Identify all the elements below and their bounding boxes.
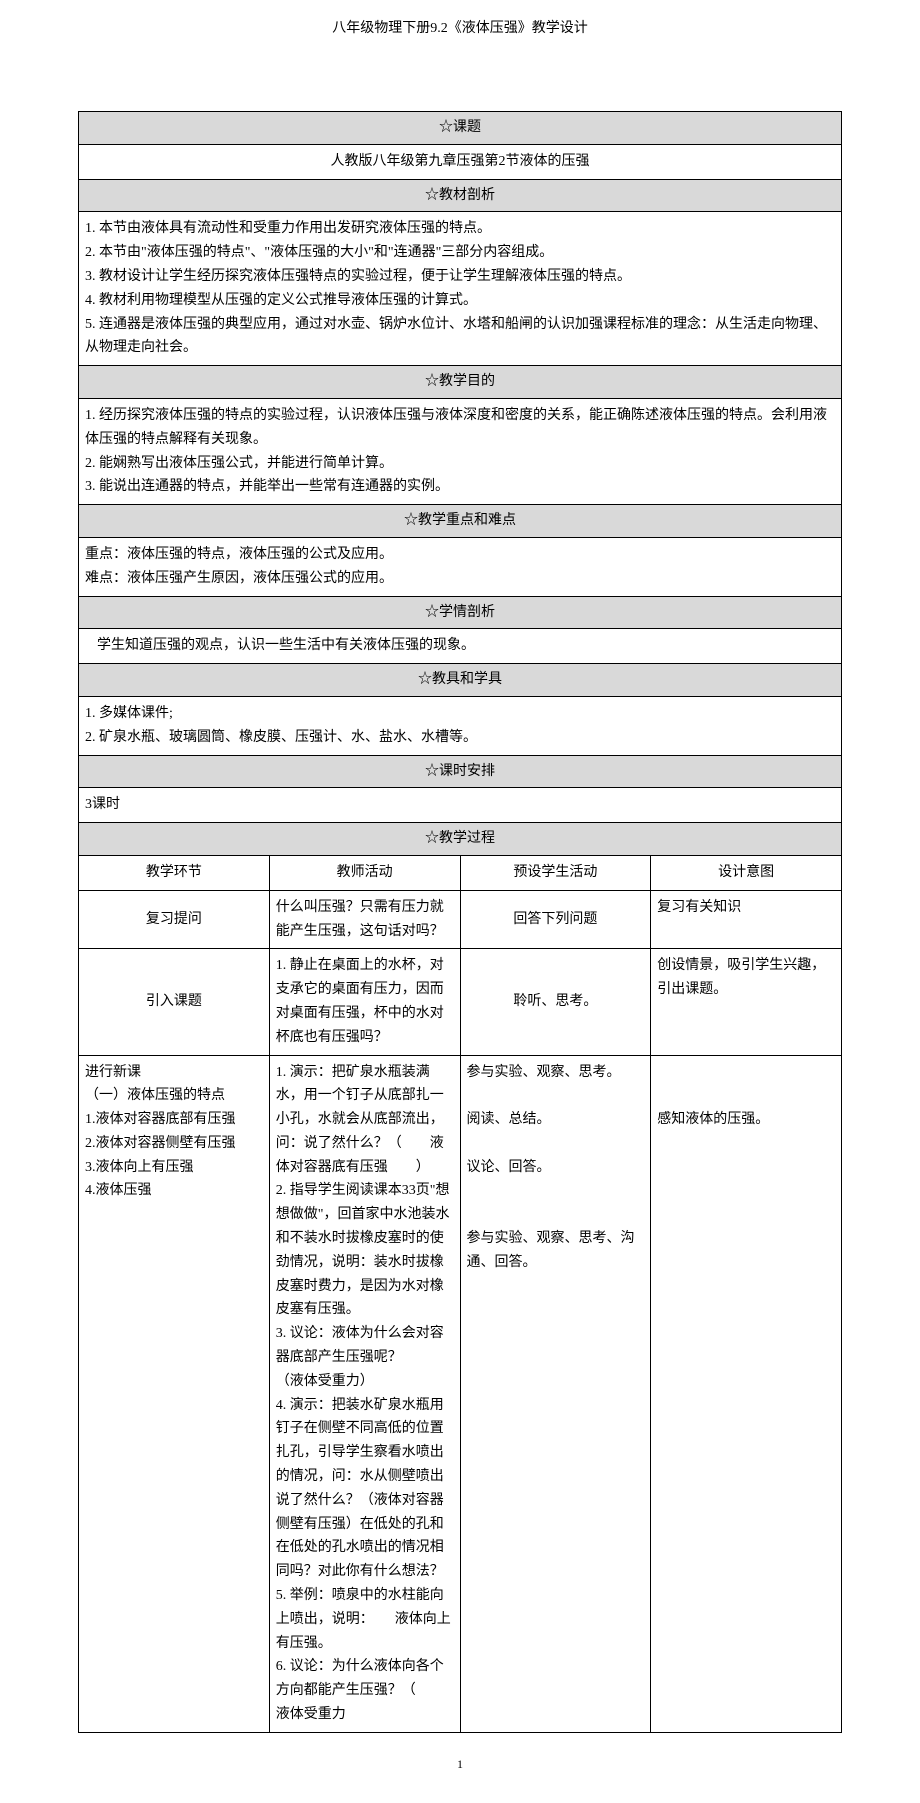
objective-content: 1. 经历探究液体压强的特点的实验过程，认识液体压强与液体深度和密度的关系，能正… xyxy=(79,398,842,504)
tools-line: 2. 矿泉水瓶、玻璃圆筒、橡皮膜、压强计、水、盐水、水槽等。 xyxy=(85,726,835,750)
process-row: 引入课题 1. 静止在桌面上的水杯，对支承它的桌面有压力，因而对桌面有压强，杯中… xyxy=(79,949,842,1055)
analysis-line: 1. 本节由液体具有流动性和受重力作用出发研究液体压强的特点。 xyxy=(85,217,835,241)
analysis-line: 4. 教材利用物理模型从压强的定义公式推导液体压强的计算式。 xyxy=(85,289,835,313)
keypoints-line: 难点：液体压强产生原因，液体压强公式的应用。 xyxy=(85,567,835,591)
tools-line: 1. 多媒体课件; xyxy=(85,702,835,726)
section-header-process: ☆教学过程 xyxy=(79,823,842,856)
lesson-plan-table: ☆课题 人教版八年级第九章压强第2节液体的压强 ☆教材剖析 1. 本节由液体具有… xyxy=(78,111,842,1733)
objective-line: 2. 能娴熟写出液体压强公式，并能进行简单计算。 xyxy=(85,452,835,476)
teacher-cell: 1. 演示：把矿泉水瓶装满水，用一个钉子从底部扎一小孔，水就会从底部流出，问：说… xyxy=(269,1055,460,1732)
objective-line: 3. 能说出连通器的特点，并能举出一些常有连通器的实例。 xyxy=(85,475,835,499)
keypoints-content: 重点：液体压强的特点，液体压强的公式及应用。 难点：液体压强产生原因，液体压强公… xyxy=(79,537,842,596)
intent-cell: 复习有关知识 xyxy=(651,890,842,949)
stage-cell: 进行新课 （一）液体压强的特点 1.液体对容器底部有压强 2.液体对容器侧壁有压… xyxy=(79,1055,270,1732)
topic-content: 人教版八年级第九章压强第2节液体的压强 xyxy=(79,144,842,179)
document-title: 八年级物理下册9.2《液体压强》教学设计 xyxy=(78,18,842,39)
section-header-objective: ☆教学目的 xyxy=(79,366,842,399)
teacher-cell: 1. 静止在桌面上的水杯，对支承它的桌面有压力，因而对桌面有压强，杯中的水对杯底… xyxy=(269,949,460,1055)
teacher-cell: 什么叫压强？只需有压力就能产生压强，这句话对吗？ xyxy=(269,890,460,949)
analysis-content: 1. 本节由液体具有流动性和受重力作用出发研究液体压强的特点。 2. 本节由"液… xyxy=(79,212,842,366)
col-header-teacher: 教师活动 xyxy=(269,855,460,890)
stage-cell: 复习提问 xyxy=(79,890,270,949)
process-row: 进行新课 （一）液体压强的特点 1.液体对容器底部有压强 2.液体对容器侧壁有压… xyxy=(79,1055,842,1732)
student-cell: 参与实验、观察、思考。 阅读、总结。 议论、回答。 参与实验、观察、思考、沟通、… xyxy=(460,1055,651,1732)
col-header-student: 预设学生活动 xyxy=(460,855,651,890)
intent-cell: 创设情景，吸引学生兴趣，引出课题。 xyxy=(651,949,842,1055)
section-header-keypoints: ☆教学重点和难点 xyxy=(79,505,842,538)
student-content: 学生知道压强的观点，认识一些生活中有关液体压强的现象。 xyxy=(79,629,842,664)
student-cell: 聆听、思考。 xyxy=(460,949,651,1055)
col-header-stage: 教学环节 xyxy=(79,855,270,890)
tools-content: 1. 多媒体课件; 2. 矿泉水瓶、玻璃圆筒、橡皮膜、压强计、水、盐水、水槽等。 xyxy=(79,696,842,755)
analysis-line: 5. 连通器是液体压强的典型应用，通过对水壶、锅炉水位计、水塔和船闸的认识加强课… xyxy=(85,313,835,361)
objective-line: 1. 经历探究液体压强的特点的实验过程，认识液体压强与液体深度和密度的关系，能正… xyxy=(85,404,835,452)
section-header-schedule: ☆课时安排 xyxy=(79,755,842,788)
col-header-intent: 设计意图 xyxy=(651,855,842,890)
stage-cell: 引入课题 xyxy=(79,949,270,1055)
section-header-topic: ☆课题 xyxy=(79,112,842,145)
analysis-line: 2. 本节由"液体压强的特点"、"液体压强的大小"和"连通器"三部分内容组成。 xyxy=(85,241,835,265)
student-cell: 回答下列问题 xyxy=(460,890,651,949)
schedule-content: 3课时 xyxy=(79,788,842,823)
section-header-student: ☆学情剖析 xyxy=(79,596,842,629)
page-number: 1 xyxy=(78,1755,842,1773)
section-header-tools: ☆教具和学具 xyxy=(79,664,842,697)
section-header-analysis: ☆教材剖析 xyxy=(79,179,842,212)
keypoints-line: 重点：液体压强的特点，液体压强的公式及应用。 xyxy=(85,543,835,567)
analysis-line: 3. 教材设计让学生经历探究液体压强特点的实验过程，便于让学生理解液体压强的特点… xyxy=(85,265,835,289)
intent-cell: 感知液体的压强。 xyxy=(651,1055,842,1732)
process-row: 复习提问 什么叫压强？只需有压力就能产生压强，这句话对吗？ 回答下列问题 复习有… xyxy=(79,890,842,949)
process-header-row: 教学环节 教师活动 预设学生活动 设计意图 xyxy=(79,855,842,890)
